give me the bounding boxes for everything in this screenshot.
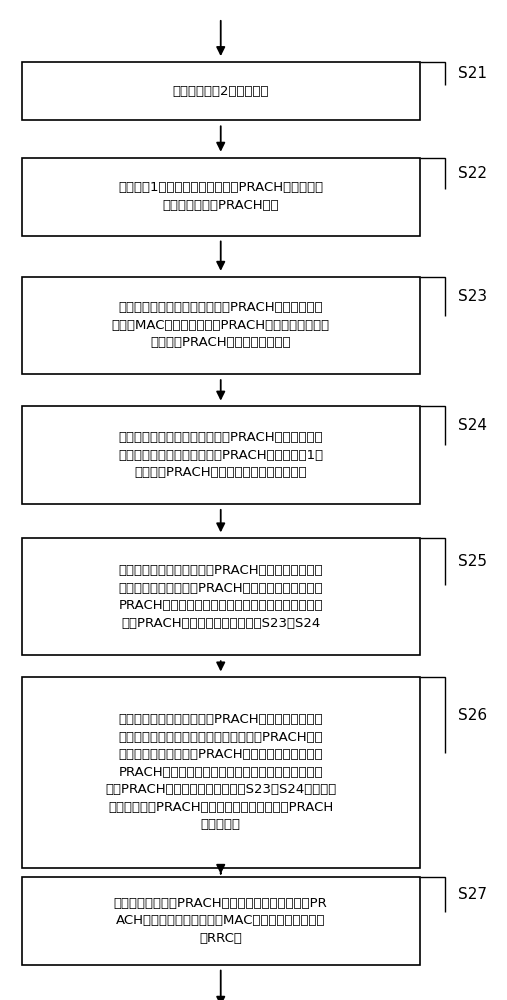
Text: 如果在该上行分量载波上的PRACH传输次数超过预定
阈值，那么，确定在该上行分量载波上的PRACH传输
失败，并从剩余的没有PRACH传输失败的多个配置有
PR: 如果在该上行分量载波上的PRACH传输次数超过预定 阈值，那么，确定在该上行分量… [105, 713, 336, 831]
Bar [22, 877, 420, 965]
Bar [22, 158, 420, 236]
Text: S27: S27 [458, 887, 487, 902]
Bar [22, 538, 420, 655]
Text: 如果在该上行分量载波上的此次PRACH传输成功，那
么，将MAC层上登记的所有PRACH传输失败的上行分
量载波的PRACH传输失败信息去除: 如果在该上行分量载波上的此次PRACH传输成功，那 么，将MAC层上登记的所有P… [112, 301, 330, 349]
Text: S23: S23 [458, 289, 487, 304]
Text: S24: S24 [458, 418, 487, 433]
Bar [22, 62, 420, 120]
Text: 接收来自基站2的配置信息: 接收来自基站2的配置信息 [172, 85, 269, 98]
Text: S22: S22 [458, 166, 487, 181]
Bar [22, 277, 420, 374]
Text: 用户设备1在已选择的一个配置有PRACH资源的上行
分量载波上进行PRACH传输: 用户设备1在已选择的一个配置有PRACH资源的上行 分量载波上进行PRACH传输 [118, 181, 323, 212]
Text: 如果在该上行分量载波上的PRACH传输次数未超过预
定阈值，那么，从没有PRACH传输失败的多个配置有
PRACH资源的上行分量载波中选择一个上行分量载波
进行: 如果在该上行分量载波上的PRACH传输次数未超过预 定阈值，那么，从没有PRAC… [119, 564, 323, 630]
Text: S25: S25 [458, 554, 487, 569]
Text: 如果在所有配置有PRACH资源的上行分量载波上的PR
ACH传输都失败，那么，从MAC层第一发送通知消息
至RRC层: 如果在所有配置有PRACH资源的上行分量载波上的PR ACH传输都失败，那么，从… [114, 897, 328, 945]
Text: S21: S21 [458, 66, 487, 81]
Text: S26: S26 [458, 708, 487, 723]
Text: 如果在该上行分量载波上的此次PRACH传输失败，那
么，对在该上行分量载波上的PRACH传输次数加1，
并判断该PRACH传输次数是否超过预定阈值: 如果在该上行分量载波上的此次PRACH传输失败，那 么，对在该上行分量载波上的P… [118, 431, 323, 479]
Bar [22, 677, 420, 868]
Bar [22, 406, 420, 504]
